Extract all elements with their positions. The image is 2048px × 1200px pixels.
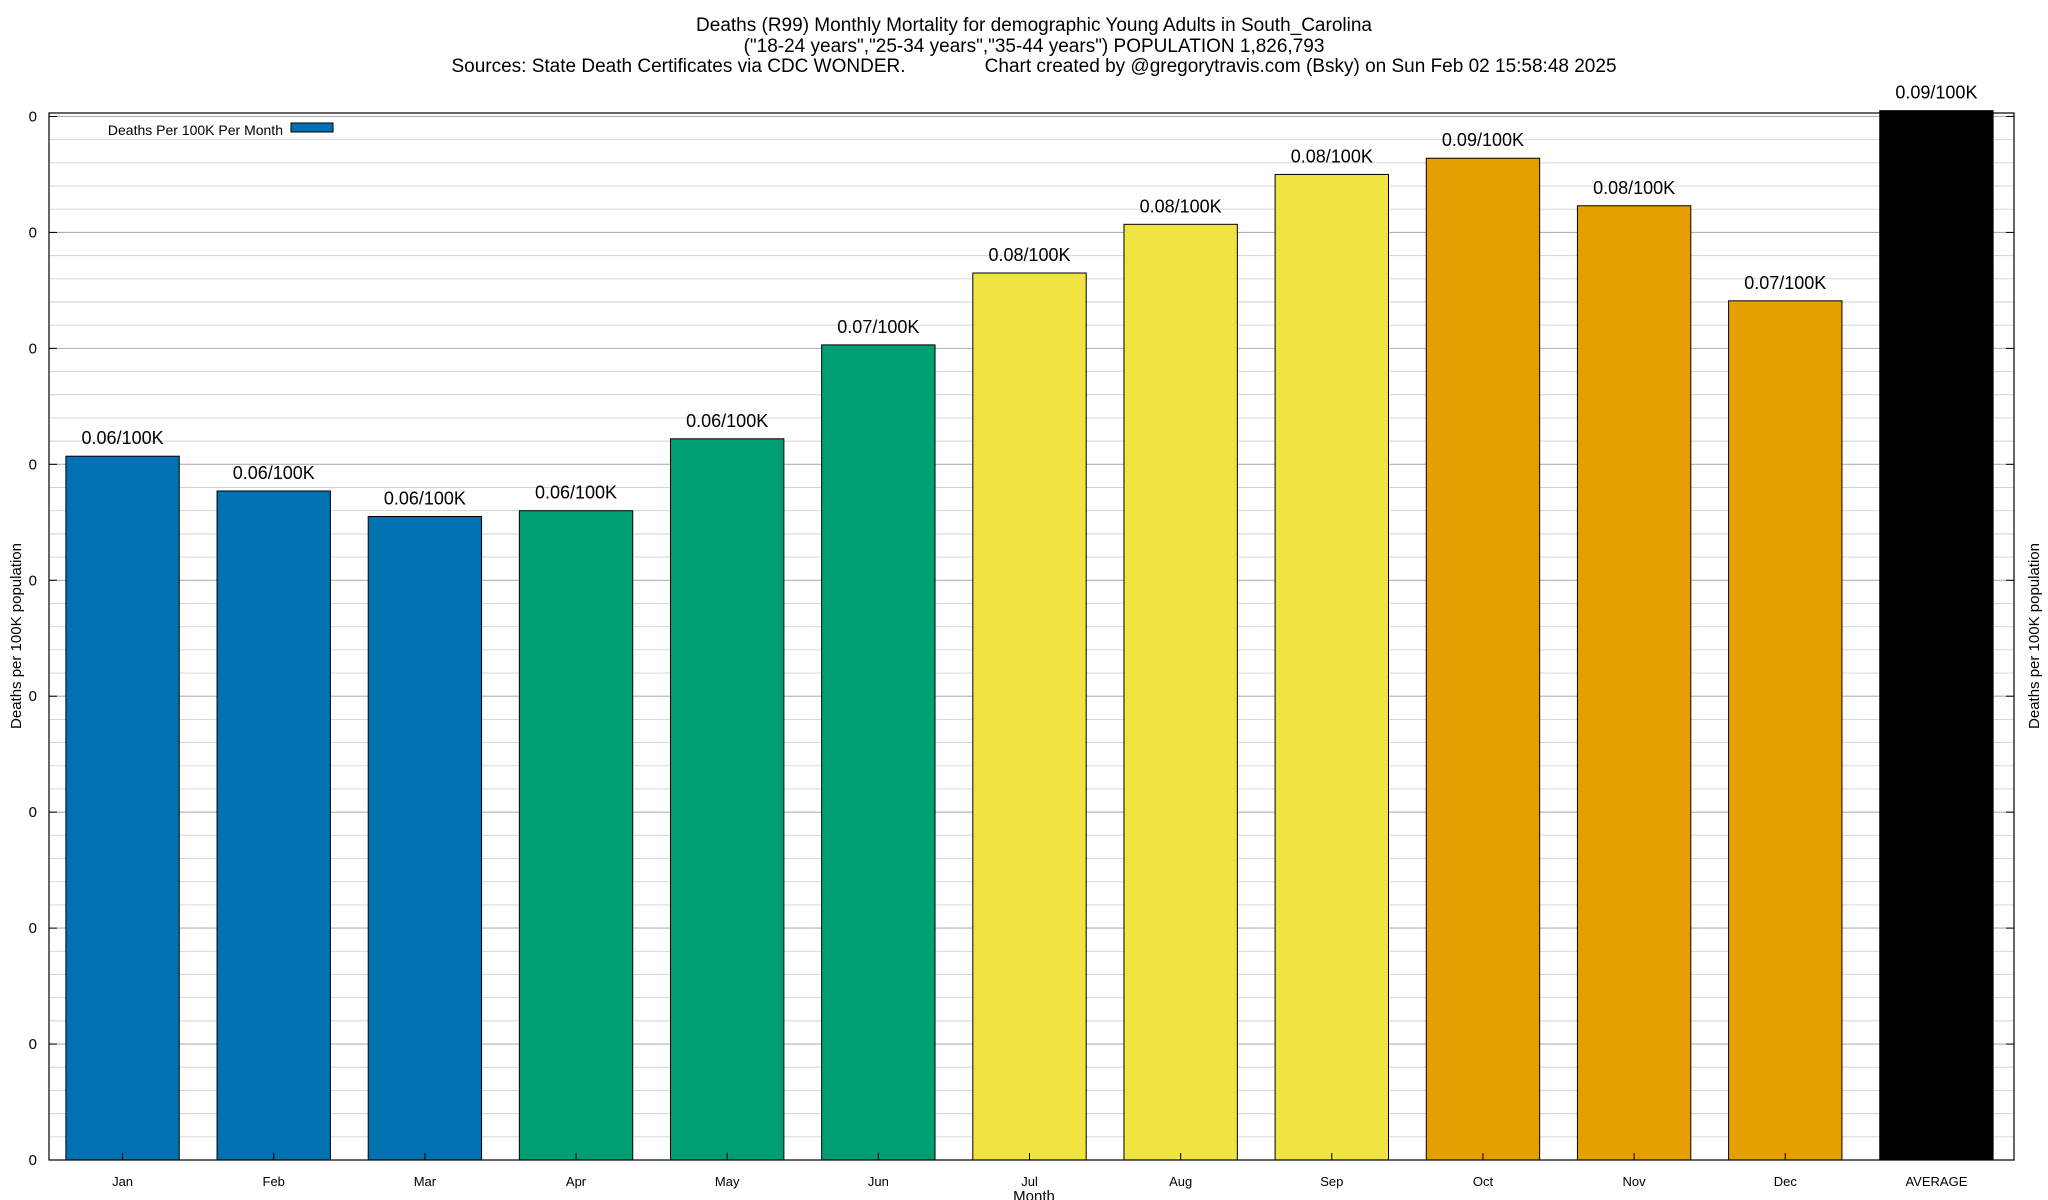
bar-value-label: 0.08/100K <box>1593 178 1675 198</box>
bar-value-label: 0.06/100K <box>686 411 768 431</box>
bar-value-label: 0.06/100K <box>384 488 466 508</box>
chart-source-line: Sources: State Death Certificates via CD… <box>451 56 1616 77</box>
x-tick-label: Aug <box>1169 1174 1192 1189</box>
x-tick-label: AVERAGE <box>1905 1174 1967 1189</box>
legend-swatch <box>290 122 334 133</box>
bar-mar <box>367 515 483 1161</box>
chart-subtitle: ("18-24 years","25-34 years","35-44 year… <box>744 36 1325 57</box>
bar-value-label: 0.08/100K <box>1291 146 1373 166</box>
x-tick-label: Mar <box>414 1174 437 1189</box>
y-tick-label: 0 <box>29 456 37 473</box>
plot-frame <box>48 112 2015 1161</box>
bar-jul <box>972 272 1087 1161</box>
bar-value-label: 0.06/100K <box>82 428 164 448</box>
legend-label: Deaths Per 100K Per Month <box>108 122 283 138</box>
x-tick-label: Oct <box>1473 1174 1494 1189</box>
bar-dec <box>1728 300 1843 1161</box>
bar-value-label: 0.06/100K <box>535 483 617 503</box>
legend: Deaths Per 100K Per Month <box>108 122 334 138</box>
x-tick-label: Sep <box>1320 1174 1343 1189</box>
y-axis-ticks: 0 0 0 0 0 0 0 0 0 0 <box>29 108 2014 1169</box>
y-tick-label: 0 <box>29 920 37 937</box>
x-tick-label: Jun <box>868 1174 889 1189</box>
bar-feb <box>216 490 331 1161</box>
y-axis-label: Deaths per 100K population <box>8 543 25 729</box>
bar-value-labels: 0.06/100K 0.06/100K 0.06/100K 0.06/100K 0.06… <box>82 83 1978 509</box>
y2-axis-label: Deaths per 100K population <box>2026 543 2043 729</box>
bar-oct <box>1425 157 1541 1161</box>
bar-jun <box>821 344 936 1161</box>
y-tick-label: 0 <box>29 572 37 589</box>
x-tick-label: Jul <box>1021 1174 1038 1189</box>
y-tick-label: 0 <box>29 1152 37 1169</box>
bar-may <box>670 438 785 1161</box>
x-tick-label: Dec <box>1774 1174 1798 1189</box>
bar-nov <box>1576 205 1692 1161</box>
bar-jan <box>65 455 180 1161</box>
bar-average <box>1879 110 1994 1161</box>
bar-value-label: 0.07/100K <box>1744 273 1826 293</box>
bar-value-label: 0.09/100K <box>1442 130 1524 150</box>
x-axis-label: Month <box>1013 1188 1055 1200</box>
y-tick-label: 0 <box>29 688 37 705</box>
y-tick-label: 0 <box>29 108 37 125</box>
y-tick-label: 0 <box>29 1036 37 1053</box>
y-tick-label: 0 <box>29 224 37 241</box>
y-tick-label: 0 <box>29 804 37 821</box>
chart-titles: Deaths (R99) Monthly Mortality for demog… <box>451 15 1616 77</box>
bars <box>65 110 1994 1161</box>
x-tick-label: Jan <box>112 1174 133 1189</box>
bar-value-label: 0.08/100K <box>988 245 1070 265</box>
bar-value-label: 0.09/100K <box>1895 83 1977 103</box>
x-tick-label: Apr <box>566 1174 587 1189</box>
x-axis-ticks: Jan Feb Mar Apr May Jun Jul Aug Sep Oct Nov Dec AVER… <box>112 1153 1968 1189</box>
x-tick-label: May <box>715 1174 740 1189</box>
bar-value-label: 0.08/100K <box>1140 196 1222 216</box>
chart-title: Deaths (R99) Monthly Mortality for demog… <box>696 15 1372 36</box>
bar-value-label: 0.07/100K <box>837 317 919 337</box>
x-tick-label: Feb <box>263 1174 285 1189</box>
bar-apr <box>518 510 634 1161</box>
x-tick-label: Nov <box>1623 1174 1647 1189</box>
plot-border <box>48 112 2015 1161</box>
bar-value-label: 0.06/100K <box>233 463 315 483</box>
bar-sep <box>1274 173 1389 1161</box>
bar-aug <box>1123 223 1238 1161</box>
axis-labels: Month Deaths per 100K population Deaths … <box>8 543 2043 1200</box>
y-tick-label: 0 <box>29 340 37 357</box>
